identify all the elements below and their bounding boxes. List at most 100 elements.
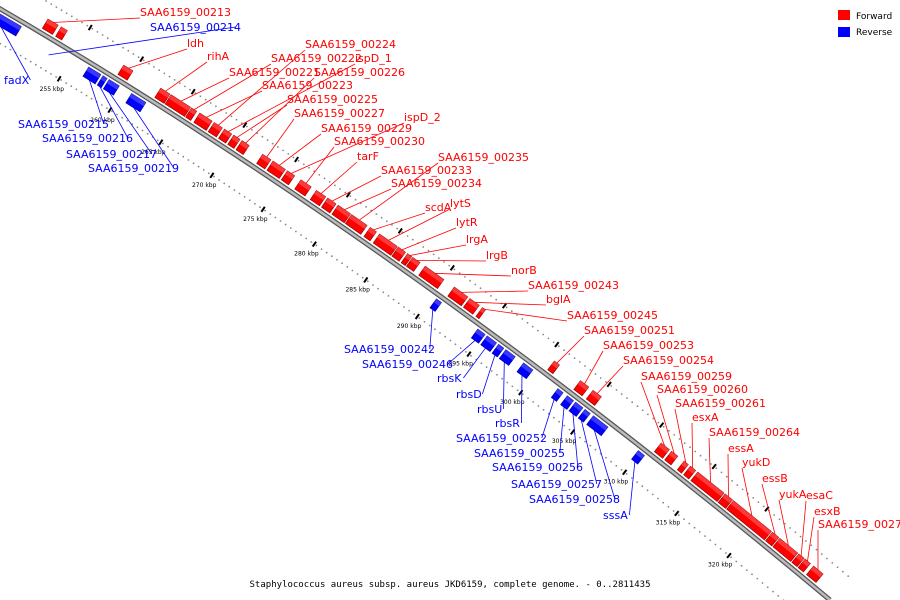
leader-line	[236, 104, 288, 139]
leader-line	[227, 63, 356, 133]
scale-dot	[349, 195, 352, 198]
scale-dot	[741, 488, 744, 491]
gene-saa6159-00259	[653, 442, 670, 459]
scale-dot	[45, 69, 47, 72]
leader-line	[741, 467, 753, 517]
leader-line	[180, 77, 230, 102]
scale-dot	[762, 505, 765, 508]
leader-line	[800, 500, 807, 557]
scale-dot	[444, 335, 447, 338]
gene-label-saa6159-00235: SAA6159_00235	[438, 151, 529, 164]
scale-dot	[292, 156, 295, 159]
scale-dot	[254, 202, 256, 205]
scale-dot	[563, 349, 565, 352]
gene-rbsr	[516, 362, 534, 380]
scale-dot	[287, 153, 290, 155]
scale-dot	[163, 72, 166, 75]
leader-line	[559, 406, 565, 454]
scale-dot	[459, 347, 462, 349]
scale-dot	[789, 527, 791, 529]
scale-dot	[636, 481, 638, 483]
scale-dot	[704, 535, 706, 537]
gene-norb	[418, 265, 445, 290]
scale-dot	[192, 162, 195, 165]
gene-label-bgla: bglA	[546, 293, 571, 306]
scale-dot	[344, 191, 347, 194]
scale-dot	[605, 381, 607, 383]
scale-tick	[139, 56, 145, 63]
scale-dot	[766, 586, 769, 589]
leader-line	[708, 437, 711, 483]
gene-label-riha: rihA	[207, 50, 230, 63]
leader-line	[503, 361, 505, 410]
scale-dot	[448, 264, 451, 267]
scale-dot	[689, 446, 691, 449]
scale-dot	[673, 434, 676, 436]
gene-saa6159-00251	[547, 360, 560, 375]
gene-label-saa6159-00226: SAA6159_00226	[314, 66, 405, 79]
scale-tick	[311, 241, 317, 248]
scale-dot	[709, 539, 712, 542]
scale-dot	[516, 314, 518, 316]
scale-dot	[751, 573, 753, 576]
gene-esxb	[797, 558, 811, 573]
scale-dot	[820, 553, 823, 555]
scale-dot	[228, 185, 231, 188]
scale-dot	[668, 429, 670, 432]
gene-saa6159-00235	[344, 214, 368, 235]
leader-line	[691, 422, 694, 469]
scale-dot	[537, 329, 539, 332]
scale-dot	[464, 276, 466, 278]
scale-dot	[547, 337, 550, 340]
scale-dot	[382, 291, 385, 294]
scale-dot	[187, 159, 190, 161]
scale-dot	[121, 116, 123, 119]
scale-dot	[730, 556, 732, 559]
scale-dot	[511, 385, 514, 388]
scale-dot	[45, 0, 47, 2]
gene-label-ispd-1: ispD_1	[355, 52, 392, 65]
gene-tarf	[309, 189, 327, 207]
scale-dot	[725, 475, 728, 478]
scale-dot	[173, 79, 176, 81]
gene-saa6159-00260	[664, 450, 679, 466]
scale-dot	[346, 266, 349, 268]
gene-label-saa6159-00219: SAA6159_00219	[88, 162, 179, 175]
scale-dot	[725, 552, 727, 554]
scale-dot	[271, 142, 274, 145]
scale-dot	[207, 172, 210, 175]
scale-dot	[202, 169, 205, 171]
leader-line	[583, 350, 604, 385]
scale-dot	[372, 284, 374, 286]
scale-dot	[396, 227, 399, 230]
scale-dot	[70, 85, 73, 88]
scale-dot	[710, 463, 712, 465]
gene-saa6159-00214	[55, 26, 68, 41]
gene-label-sssa: sssA	[603, 509, 628, 522]
scale-dot	[542, 333, 545, 336]
scale-dot	[126, 120, 129, 122]
scale-dot	[279, 220, 282, 222]
scale-dot	[328, 181, 331, 183]
scale-tick	[414, 313, 420, 320]
backbone-outline	[0, 5, 832, 600]
scale-dot	[411, 238, 414, 241]
scale-dot	[699, 454, 702, 457]
leader-line	[88, 79, 105, 125]
leader-line	[474, 301, 547, 306]
scale-dot	[531, 325, 534, 328]
scale-dot	[626, 397, 628, 399]
scale-dot	[70, 15, 73, 18]
legend-swatch-reverse	[838, 27, 850, 37]
scale-dot	[0, 42, 2, 45]
scale-dot	[127, 49, 130, 52]
scale-dot	[631, 401, 634, 404]
scale-dot	[773, 514, 776, 516]
scale-dot	[573, 357, 576, 359]
scale-dot	[334, 184, 336, 187]
scale-dot	[184, 85, 186, 88]
scale-dot	[831, 562, 834, 564]
legend-label-reverse: Reverse	[856, 28, 893, 38]
gene-saa6159-00229	[266, 160, 286, 179]
leader-line	[387, 208, 451, 241]
